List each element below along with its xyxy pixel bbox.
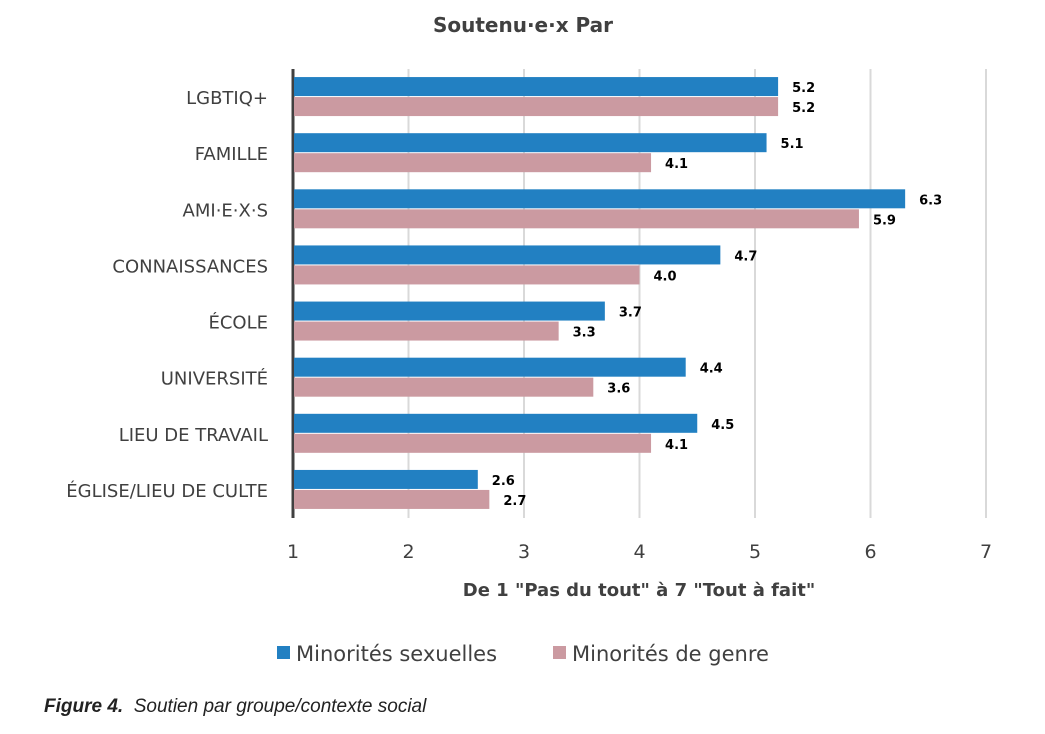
bar: [294, 301, 605, 321]
data-label: 5.2: [792, 101, 815, 116]
figure-caption: Figure 4. Soutien par groupe/contexte so…: [44, 696, 426, 718]
data-label: 3.7: [619, 306, 642, 321]
caption-label: Figure 4.: [44, 696, 124, 717]
bar: [294, 97, 779, 117]
legend-label: Minorités de genre: [572, 642, 769, 666]
bar-chart: Soutenu·e·x Par 1 2 3 4 5 6 7 LGBTIQ+ 5.2 5.2 FAM…: [66, 13, 992, 666]
data-label: 4.0: [654, 269, 677, 284]
data-label: 6.3: [919, 193, 942, 208]
bar: [294, 433, 652, 453]
bar: [294, 377, 594, 397]
data-label: 3.3: [573, 326, 596, 341]
data-label: 4.5: [711, 418, 734, 433]
bar: [294, 77, 779, 97]
category-label: ÉCOLE: [208, 312, 268, 334]
x-tick-label: 5: [749, 541, 761, 563]
legend-swatch: [553, 646, 566, 659]
x-tick-label: 7: [980, 541, 992, 563]
bar: [294, 489, 490, 509]
legend-label: Minorités sexuelles: [296, 642, 497, 666]
bar: [294, 209, 859, 229]
data-label: 3.6: [607, 382, 630, 397]
data-label: 4.1: [665, 157, 688, 172]
data-label: 5.2: [792, 81, 815, 96]
category-label: CONNAISSANCES: [112, 256, 268, 277]
x-tick-label: 4: [633, 541, 645, 563]
bar: [294, 357, 686, 377]
category-label: LGBTIQ+: [186, 88, 268, 109]
data-label: 4.7: [734, 249, 757, 264]
bar: [294, 469, 478, 489]
x-axis-label: De 1 "Pas du tout" à 7 "Tout à fait": [463, 580, 816, 601]
bar: [294, 153, 652, 173]
x-tick-label: 6: [864, 541, 876, 563]
category-label: AMI·E·X·S: [183, 200, 268, 221]
bar: [294, 133, 767, 153]
category-label: FAMILLE: [195, 144, 268, 165]
legend-swatch: [277, 646, 290, 659]
data-label: 5.1: [781, 137, 804, 152]
category-label: UNIVERSITÉ: [161, 368, 268, 390]
category-label: LIEU DE TRAVAIL: [119, 425, 268, 446]
x-tick-label: 2: [402, 541, 414, 563]
category-label: ÉGLISE/LIEU DE CULTE: [66, 480, 268, 502]
bar: [294, 265, 640, 285]
bar: [294, 245, 721, 265]
x-tick-label: 3: [518, 541, 530, 563]
data-label: 4.1: [665, 438, 688, 453]
bar: [294, 189, 906, 209]
x-tick-label: 1: [287, 541, 299, 563]
data-label: 2.7: [503, 494, 526, 509]
chart-title: Soutenu·e·x Par: [433, 13, 613, 37]
data-label: 2.6: [492, 474, 515, 489]
data-label: 4.4: [700, 362, 723, 377]
data-label: 5.9: [873, 213, 896, 228]
caption-text: Soutien par groupe/contexte social: [133, 696, 427, 717]
bar: [294, 413, 698, 433]
bar: [294, 321, 559, 341]
